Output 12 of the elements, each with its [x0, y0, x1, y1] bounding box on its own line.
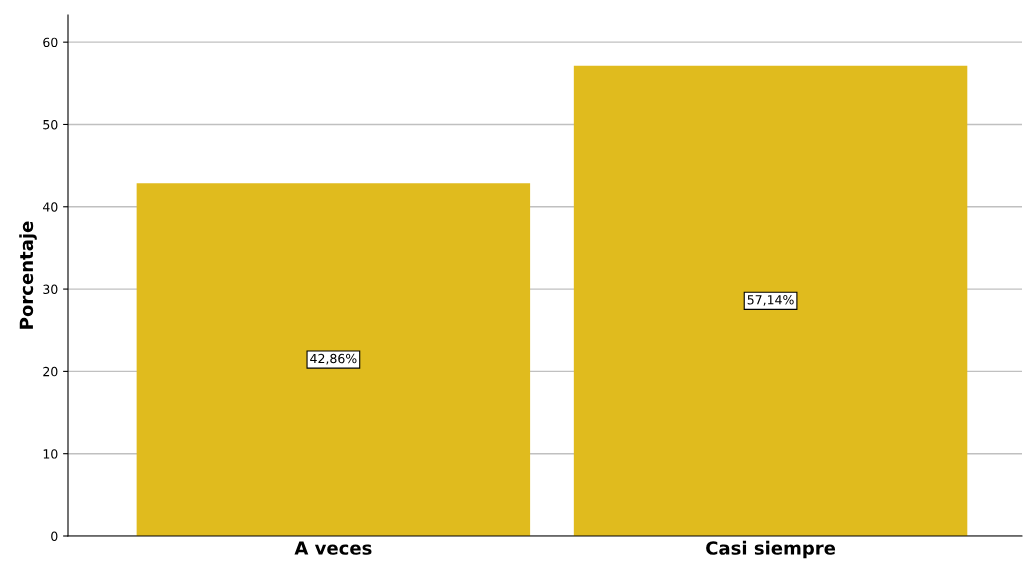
y-axis-title: Porcentaje: [19, 221, 37, 329]
y-tick-label: 20: [43, 366, 58, 377]
y-tick-label: 10: [43, 449, 58, 459]
y-tick-label: 60: [43, 37, 58, 48]
data-label: 57,14%: [747, 295, 794, 306]
y-tick-label: 30: [43, 284, 58, 295]
x-tick-label: A veces: [294, 541, 372, 555]
x-tick-label: Casi siempre: [706, 540, 836, 559]
y-tick-label: 50: [43, 119, 58, 130]
y-tick-label: 40: [42, 202, 58, 212]
y-tick-label: 0: [51, 531, 58, 541]
data-label: 42,86%: [310, 353, 357, 365]
